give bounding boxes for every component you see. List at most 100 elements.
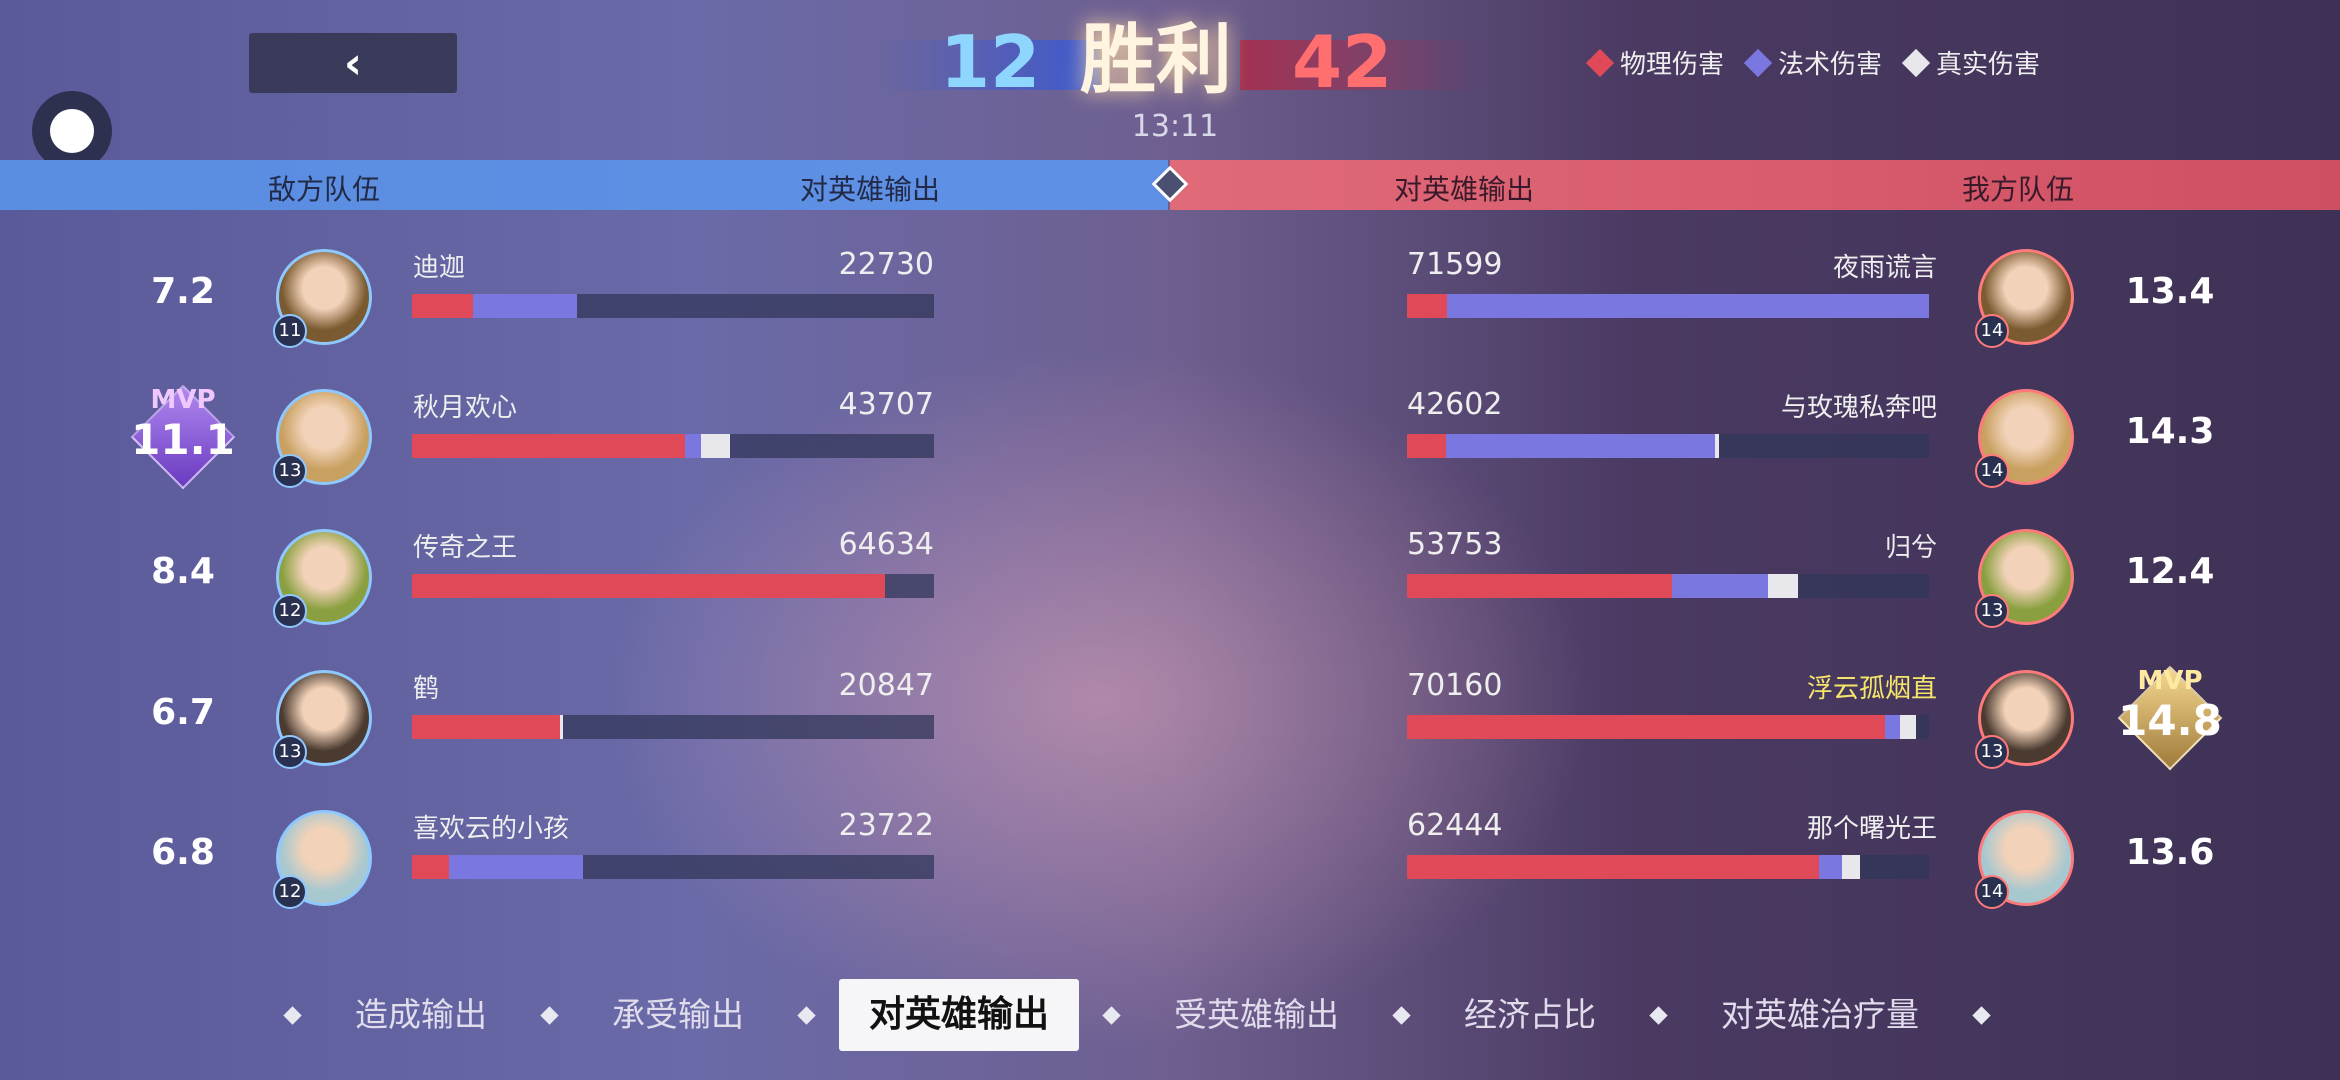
tab-0[interactable]: 造成输出 (355, 995, 487, 1034)
legend-label: 法术伤害 (1778, 50, 1883, 80)
hero-avatar[interactable]: 13 (1975, 670, 2074, 769)
magic-damage-segment (1447, 294, 1929, 318)
ally-player-row[interactable]: 12.4 13 归兮 53753 (0, 507, 2340, 647)
physical-damage-segment (412, 715, 560, 739)
ally-player-row[interactable]: 13.4 14 夜雨谎言 71599 (0, 227, 2340, 367)
circle-icon (50, 109, 94, 153)
hero-avatar[interactable]: 12 (273, 529, 372, 628)
damage-value: 42602 (1407, 387, 1503, 422)
true-damage-segment (700, 434, 731, 458)
mvp-label: MVP (150, 385, 216, 415)
legend-item: 法术伤害 (1743, 44, 1883, 81)
hero-avatar[interactable]: 14 (1975, 389, 2074, 488)
hero-avatar[interactable]: 14 (1975, 249, 2074, 348)
magic-damage-segment (1445, 434, 1716, 458)
floating-assistive-button[interactable] (32, 91, 112, 171)
hero-avatar[interactable]: 12 (273, 810, 372, 909)
hero-avatar[interactable]: 13 (1975, 529, 2074, 628)
ally-team-label: 我方队伍 (1962, 173, 2075, 206)
enemy-kills: 12 (940, 20, 1041, 104)
diamond-separator-icon (540, 1005, 559, 1025)
diamond-separator-icon (283, 1005, 302, 1025)
ally-player-row[interactable]: MVP 14.8 13 浮云孤烟直 70160 (0, 648, 2340, 788)
damage-bar (1407, 434, 1929, 458)
match-time: 13:11 (1131, 109, 1219, 144)
enemy-team-label: 敌方队伍 (268, 173, 381, 206)
magic-damage-segment (1884, 715, 1901, 739)
tab-4[interactable]: 经济占比 (1464, 995, 1597, 1034)
match-result: 胜利 (1080, 15, 1232, 104)
player-score: 13.4 (2125, 271, 2215, 312)
damage-legend: 物理伤害 法术伤害 真实伤害 (1585, 44, 2041, 81)
hero-avatar[interactable]: 14 (1975, 810, 2074, 909)
enemy-player-row[interactable]: 6.7 13 鹤 20847 (0, 648, 2340, 788)
magic-damage-segment (1819, 855, 1842, 879)
hero-avatar[interactable]: 13 (273, 389, 372, 488)
legend-label: 真实伤害 (1936, 50, 2041, 80)
ally-player-row[interactable]: 14.3 14 与玫瑰私奔吧 42602 (0, 367, 2340, 507)
damage-bar (1407, 294, 1929, 318)
damage-bar (412, 294, 934, 318)
ally-player-row[interactable]: 13.6 14 那个曙光王 62444 (0, 788, 2340, 928)
player-name: 那个曙光王 (1806, 814, 1937, 844)
hero-avatar[interactable]: 13 (273, 670, 372, 769)
hero-level: 12 (273, 875, 307, 909)
player-name: 与玫瑰私奔吧 (1780, 393, 1937, 423)
magic-damage-segment (1671, 574, 1769, 598)
hero-level: 13 (1975, 735, 2009, 769)
tab-5[interactable]: 对英雄治疗量 (1721, 995, 1920, 1034)
legend-item: 物理伤害 (1585, 44, 1724, 81)
diamond-icon (1585, 48, 1615, 77)
damage-value: 43707 (838, 387, 934, 422)
damage-value: 20847 (838, 668, 934, 703)
player-name: 迪迦 (413, 253, 466, 283)
diamond-icon (1743, 48, 1773, 77)
true-damage-segment (1715, 434, 1719, 458)
mvp-badge: MVP 11.1 (128, 382, 238, 492)
damage-bar (412, 855, 934, 879)
hero-level: 14 (1975, 875, 2009, 909)
player-score: 6.7 (151, 692, 215, 733)
damage-value: 64634 (838, 527, 934, 562)
damage-value: 23722 (838, 808, 934, 843)
enemy-player-row[interactable]: 7.2 11 迪迦 22730 (0, 227, 2340, 367)
legend-item: 真实伤害 (1901, 44, 2041, 81)
tab-1[interactable]: 承受输出 (612, 995, 744, 1034)
stats-tabs: 造成输出 承受输出 对英雄输出 受英雄输出 经济占比 对英雄治疗量 (260, 979, 2014, 1051)
damage-value: 70160 (1407, 668, 1503, 703)
damage-value: 71599 (1407, 247, 1503, 282)
damage-bar (412, 574, 934, 598)
player-score: 8.4 (151, 551, 215, 592)
damage-bar (1407, 855, 1929, 879)
damage-value: 53753 (1407, 527, 1503, 562)
hero-level: 13 (273, 735, 307, 769)
true-damage-segment (1841, 855, 1860, 879)
enemy-player-row[interactable]: 6.8 12 喜欢云的小孩 23722 (0, 788, 2340, 928)
player-score: 6.8 (151, 832, 215, 873)
tab-3[interactable]: 受英雄输出 (1174, 995, 1340, 1034)
tab-2[interactable]: 对英雄输出 (839, 979, 1080, 1051)
enemy-score-band (880, 40, 1100, 90)
player-score: 7.2 (151, 271, 215, 312)
player-score: 12.4 (2125, 551, 2215, 592)
damage-value: 62444 (1407, 808, 1503, 843)
enemy-player-row[interactable]: 8.4 12 传奇之王 64634 (0, 507, 2340, 647)
hero-avatar[interactable]: 11 (273, 249, 372, 348)
back-button[interactable]: ‹ (249, 33, 457, 93)
enemy-player-row[interactable]: MVP 11.1 13 秋月欢心 43707 (0, 367, 2340, 507)
magic-damage-segment (685, 434, 701, 458)
hero-level: 12 (273, 594, 307, 628)
hero-level: 14 (1975, 454, 2009, 488)
physical-damage-segment (1407, 855, 1820, 879)
ally-header: 对英雄输出 我方队伍 (1170, 160, 2340, 210)
diamond-separator-icon (1972, 1005, 1991, 1025)
damage-bar (1407, 715, 1929, 739)
damage-value: 22730 (838, 247, 934, 282)
true-damage-segment (559, 715, 563, 739)
player-score: 13.6 (2125, 832, 2215, 873)
physical-damage-segment (412, 855, 450, 879)
magic-damage-segment (449, 855, 584, 879)
hero-level: 13 (1975, 594, 2009, 628)
ally-metric-label: 对英雄输出 (1394, 173, 1535, 206)
ally-kills: 42 (1292, 20, 1393, 104)
